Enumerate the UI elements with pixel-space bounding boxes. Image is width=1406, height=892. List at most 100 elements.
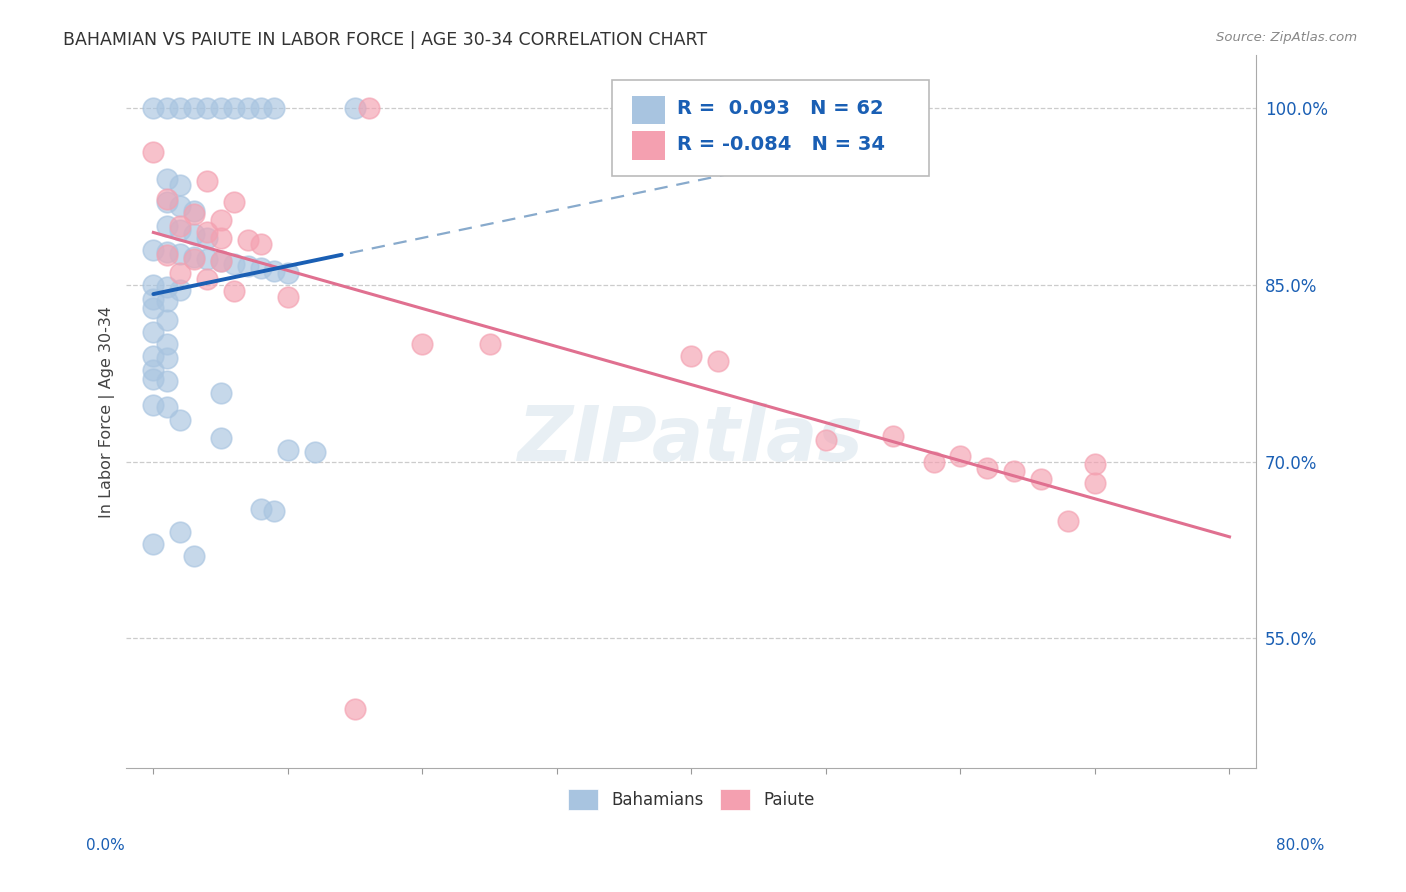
Point bbox=[142, 398, 165, 412]
Point bbox=[169, 413, 191, 427]
Point bbox=[1084, 457, 1107, 471]
Point bbox=[222, 284, 245, 298]
Point bbox=[195, 174, 218, 188]
Point bbox=[169, 199, 191, 213]
Point bbox=[236, 101, 259, 115]
Point bbox=[263, 101, 285, 115]
Point bbox=[478, 336, 501, 351]
Point bbox=[169, 283, 191, 297]
Point bbox=[156, 219, 179, 233]
Point bbox=[209, 254, 232, 268]
Y-axis label: In Labor Force | Age 30-34: In Labor Force | Age 30-34 bbox=[100, 306, 115, 517]
Point bbox=[250, 236, 273, 251]
Point bbox=[236, 233, 259, 247]
Point bbox=[814, 434, 837, 448]
Text: ZIPatlas: ZIPatlas bbox=[519, 403, 865, 477]
Point bbox=[922, 455, 945, 469]
Point bbox=[156, 101, 179, 115]
Point bbox=[250, 261, 273, 276]
Point bbox=[156, 195, 179, 210]
FancyBboxPatch shape bbox=[613, 80, 929, 177]
Point bbox=[195, 252, 218, 266]
Point bbox=[209, 101, 232, 115]
Point bbox=[707, 354, 730, 368]
Point bbox=[1084, 475, 1107, 490]
Point bbox=[209, 213, 232, 227]
Point bbox=[304, 445, 326, 459]
Point bbox=[156, 244, 179, 259]
Point bbox=[195, 101, 218, 115]
Point bbox=[949, 449, 972, 463]
Point bbox=[1057, 514, 1080, 528]
Point bbox=[142, 301, 165, 316]
Point bbox=[195, 272, 218, 286]
Point bbox=[183, 227, 205, 242]
Legend: Bahamians, Paiute: Bahamians, Paiute bbox=[561, 782, 821, 817]
Point bbox=[156, 248, 179, 262]
Point bbox=[1002, 464, 1025, 478]
Point bbox=[195, 225, 218, 239]
Point bbox=[169, 178, 191, 192]
Point bbox=[195, 231, 218, 245]
Point bbox=[357, 101, 380, 115]
Point bbox=[183, 549, 205, 563]
Point bbox=[156, 375, 179, 389]
Point bbox=[222, 101, 245, 115]
Point bbox=[183, 207, 205, 221]
Point bbox=[142, 372, 165, 386]
Point bbox=[169, 222, 191, 236]
Point bbox=[236, 259, 259, 273]
Text: R =  0.093   N = 62: R = 0.093 N = 62 bbox=[676, 99, 883, 118]
Point bbox=[169, 101, 191, 115]
Point bbox=[156, 401, 179, 415]
Point bbox=[142, 537, 165, 551]
FancyBboxPatch shape bbox=[631, 95, 665, 124]
Point bbox=[183, 101, 205, 115]
Point bbox=[156, 294, 179, 309]
Point bbox=[263, 264, 285, 278]
Text: R = -0.084   N = 34: R = -0.084 N = 34 bbox=[676, 135, 884, 153]
Point bbox=[156, 280, 179, 294]
Point bbox=[250, 101, 273, 115]
Point bbox=[183, 252, 205, 266]
Text: 0.0%: 0.0% bbox=[86, 838, 125, 854]
Text: Source: ZipAtlas.com: Source: ZipAtlas.com bbox=[1216, 31, 1357, 45]
Point bbox=[976, 460, 998, 475]
Point bbox=[169, 525, 191, 540]
Point bbox=[344, 101, 367, 115]
Point bbox=[142, 243, 165, 257]
Point bbox=[156, 351, 179, 365]
Point bbox=[222, 257, 245, 271]
Point bbox=[169, 266, 191, 280]
Point bbox=[882, 428, 904, 442]
Point bbox=[142, 145, 165, 159]
Point bbox=[156, 336, 179, 351]
Point bbox=[142, 349, 165, 363]
Point bbox=[142, 362, 165, 376]
Point bbox=[277, 290, 299, 304]
Point bbox=[156, 172, 179, 186]
Text: BAHAMIAN VS PAIUTE IN LABOR FORCE | AGE 30-34 CORRELATION CHART: BAHAMIAN VS PAIUTE IN LABOR FORCE | AGE … bbox=[63, 31, 707, 49]
Point bbox=[142, 101, 165, 115]
Point bbox=[344, 702, 367, 716]
Point bbox=[209, 386, 232, 401]
Point bbox=[209, 431, 232, 445]
Text: 80.0%: 80.0% bbox=[1277, 838, 1324, 854]
Point bbox=[681, 349, 703, 363]
Point bbox=[156, 192, 179, 206]
Point bbox=[142, 292, 165, 306]
Point bbox=[209, 231, 232, 245]
Point bbox=[142, 325, 165, 339]
Point bbox=[169, 219, 191, 233]
Point bbox=[1031, 472, 1053, 486]
Point bbox=[209, 254, 232, 268]
Point bbox=[156, 313, 179, 327]
Point bbox=[263, 504, 285, 518]
Point bbox=[142, 277, 165, 292]
Point bbox=[277, 266, 299, 280]
FancyBboxPatch shape bbox=[631, 131, 665, 160]
Point bbox=[183, 250, 205, 264]
Point bbox=[250, 501, 273, 516]
Point bbox=[222, 195, 245, 210]
Point bbox=[411, 336, 433, 351]
